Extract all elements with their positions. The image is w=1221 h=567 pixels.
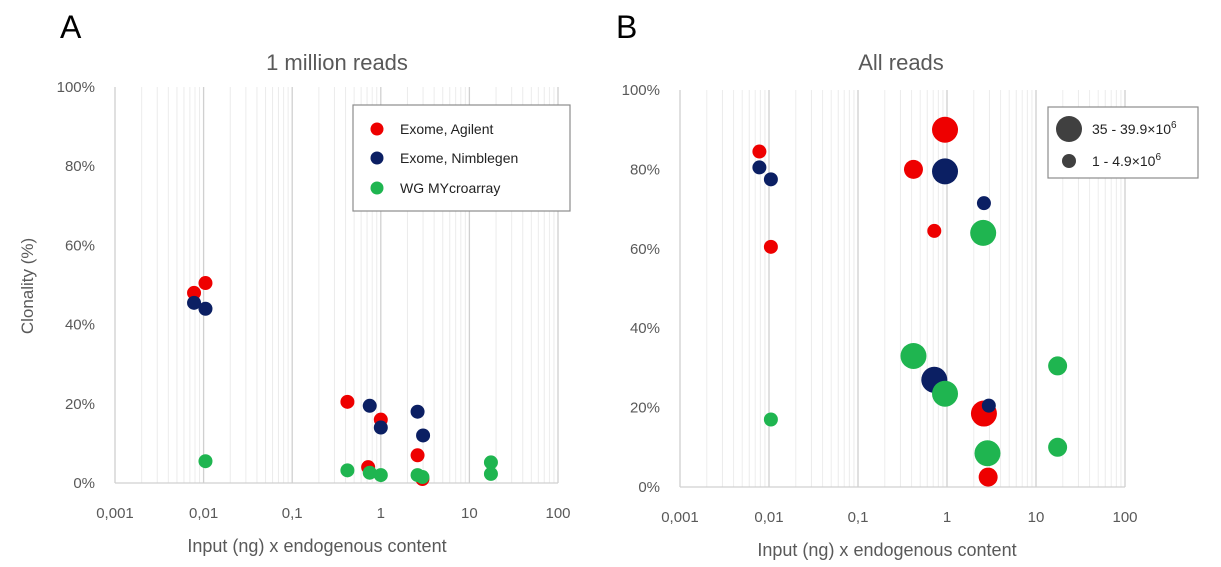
legend-label-nimblegen: Exome, Nimblegen: [400, 150, 518, 166]
y-tick-label-b: 40%: [630, 320, 660, 337]
y-tick-label-b: 80%: [630, 161, 660, 178]
panel-a: A 1 million reads Clonality (%) Input (n…: [18, 9, 571, 556]
x-tick-label-a: 10: [461, 505, 478, 522]
data-point-wg-mycroarray-a: [483, 466, 498, 481]
y-tick-label-b: 60%: [630, 241, 660, 258]
plot-area-a: 0,001 0,01 0,1 1 10 100 0% 20% 40% 60% 80% 100%: [57, 79, 571, 522]
size-legend-b: 35 - 39.9×106 1 - 4.9×106: [1047, 106, 1199, 179]
chart-title-a: 1 million reads: [266, 50, 408, 75]
data-point-wg-mycroarray-b: [932, 380, 959, 407]
data-point-wg-mycroarray-b: [1048, 437, 1068, 457]
y-axis-label-a: Clonality (%): [18, 238, 37, 334]
size-legend-marker-small: [1062, 154, 1076, 168]
panel-label-b: B: [616, 9, 637, 45]
x-tick-label-a: 0,1: [282, 505, 303, 522]
panel-b: B All reads Input (ng) x endogenous cont…: [616, 9, 1199, 560]
data-point-exome-nimblegen-a: [416, 428, 431, 443]
x-tick-label-b: 0,1: [848, 509, 869, 526]
data-point-exome-nimblegen-a: [198, 301, 213, 316]
x-tick-label-a: 100: [545, 505, 570, 522]
data-point-exome-agilent-a: [198, 276, 213, 291]
data-point-exome-agilent-a: [340, 394, 355, 409]
data-point-wg-mycroarray-b: [1048, 356, 1068, 376]
data-point-exome-nimblegen-a: [373, 420, 388, 435]
data-point-wg-mycroarray-a: [483, 455, 498, 470]
x-tick-label-b: 0,001: [661, 509, 699, 526]
size-legend-label-small-text: 1 - 4.9×10: [1092, 153, 1156, 169]
y-tick-label-a: 100%: [57, 79, 95, 96]
data-point-exome-nimblegen-a: [187, 295, 202, 310]
legend-label-agilent: Exome, Agilent: [400, 121, 493, 137]
data-point-exome-agilent-b: [927, 223, 942, 238]
legend-a: Exome, Agilent Exome, Nimblegen WG MYcro…: [352, 104, 571, 212]
data-point-exome-nimblegen-b: [932, 158, 959, 185]
size-legend-label-small: 1 - 4.9×106: [1092, 152, 1161, 169]
x-tick-label-b: 1: [943, 509, 951, 526]
data-point-exome-agilent-a: [187, 285, 202, 300]
legend-label-mycroarray: WG MYcroarray: [400, 180, 500, 196]
size-legend-label-large: 35 - 39.9×106: [1092, 120, 1177, 137]
data-point-wg-mycroarray-b: [900, 342, 927, 369]
y-tick-label-a: 60%: [65, 237, 95, 254]
legend-marker-nimblegen: [370, 151, 384, 165]
data-point-exome-nimblegen-a: [362, 398, 377, 413]
y-tick-label-b: 20%: [630, 400, 660, 417]
x-tick-label-b: 100: [1112, 509, 1137, 526]
data-point-exome-nimblegen-b: [752, 160, 767, 175]
data-point-exome-nimblegen-a: [410, 404, 425, 419]
x-axis-label-a: Input (ng) x endogenous content: [187, 536, 446, 556]
data-point-wg-mycroarray-b: [974, 440, 1001, 467]
data-point-wg-mycroarray-a: [373, 468, 388, 483]
data-point-exome-agilent-b: [932, 116, 959, 143]
chart-title-b: All reads: [858, 50, 944, 75]
panel-label-a: A: [60, 9, 82, 45]
y-tick-label-a: 0%: [73, 475, 95, 492]
x-tick-label-a: 0,01: [189, 505, 218, 522]
data-point-exome-agilent-b: [752, 144, 767, 159]
size-legend-label-small-exp: 6: [1155, 152, 1161, 163]
data-point-wg-mycroarray-a: [362, 465, 377, 480]
y-tick-label-a: 20%: [65, 396, 95, 413]
data-point-exome-nimblegen-b: [976, 196, 991, 211]
y-tick-label-a: 40%: [65, 317, 95, 334]
legend-marker-mycroarray: [370, 181, 384, 195]
y-tick-label-b: 0%: [638, 479, 660, 496]
x-tick-label-b: 10: [1028, 509, 1045, 526]
size-legend-marker-large: [1056, 116, 1082, 142]
y-tick-label-a: 80%: [65, 158, 95, 175]
data-point-wg-mycroarray-a: [415, 470, 430, 485]
data-point-wg-mycroarray-a: [198, 454, 213, 469]
data-point-wg-mycroarray-a: [340, 463, 355, 478]
data-point-wg-mycroarray-b: [763, 412, 778, 427]
x-tick-label-b: 0,01: [754, 509, 783, 526]
plot-area-b: 0,001 0,01 0,1 1 10 100 0% 20% 40% 60% 80% 100%: [622, 82, 1138, 526]
y-tick-label-b: 100%: [622, 82, 660, 99]
size-legend-label-large-text: 35 - 39.9×10: [1092, 121, 1171, 137]
data-point-exome-agilent-b: [763, 239, 778, 254]
legend-marker-agilent: [370, 122, 384, 136]
data-point-exome-nimblegen-b: [763, 172, 778, 187]
x-tick-label-a: 1: [377, 505, 385, 522]
data-point-exome-agilent-b: [978, 467, 998, 487]
size-legend-label-large-exp: 6: [1171, 120, 1177, 131]
x-tick-label-a: 0,001: [96, 505, 134, 522]
legend-box-a: [352, 104, 571, 212]
data-point-wg-mycroarray-b: [970, 219, 997, 246]
data-point-exome-agilent-a: [410, 448, 425, 463]
x-axis-label-b: Input (ng) x endogenous content: [757, 540, 1016, 560]
data-point-exome-nimblegen-b: [981, 398, 996, 413]
data-point-exome-agilent-b: [903, 159, 923, 179]
